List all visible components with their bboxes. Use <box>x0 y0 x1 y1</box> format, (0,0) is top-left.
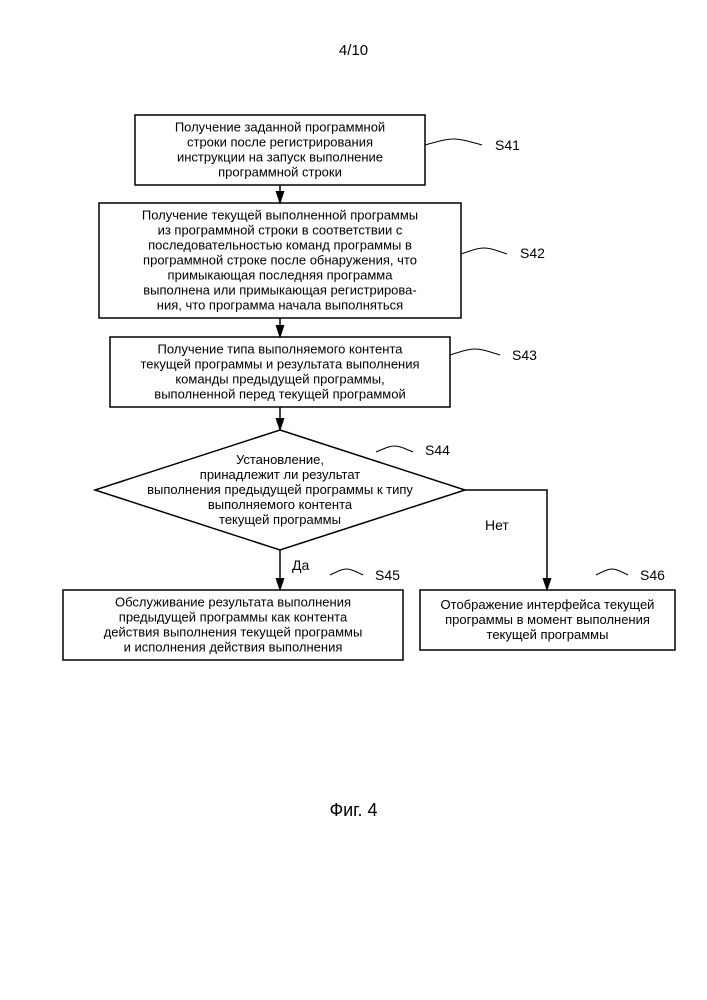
step-tag-s43: S43 <box>512 347 537 363</box>
svg-text:Обслуживание результата выполн: Обслуживание результата выполненияпредыд… <box>104 594 363 654</box>
step-tag-s46: S46 <box>640 567 665 583</box>
step-tag-s44: S44 <box>425 442 450 458</box>
leader-s41 <box>425 139 482 145</box>
leader-s46 <box>596 569 628 575</box>
no-label: Нет <box>485 517 509 533</box>
leader-s44 <box>376 446 413 452</box>
leader-s45 <box>330 569 363 575</box>
figure-caption: Фиг. 4 <box>0 800 707 821</box>
flowchart-svg: Получение заданной программнойстроки пос… <box>0 0 707 1000</box>
svg-text:Получение типа выполняемого ко: Получение типа выполняемого контентатеку… <box>140 341 419 401</box>
step-tag-s45: S45 <box>375 567 400 583</box>
step-tag-s42: S42 <box>520 245 545 261</box>
yes-label: Да <box>292 557 309 573</box>
svg-text:Получение текущей выполненной: Получение текущей выполненной программыи… <box>142 207 418 312</box>
leader-s43 <box>450 349 500 355</box>
step-tag-s41: S41 <box>495 137 520 153</box>
edge-s44-s46 <box>465 490 547 590</box>
leader-s42 <box>461 248 507 254</box>
